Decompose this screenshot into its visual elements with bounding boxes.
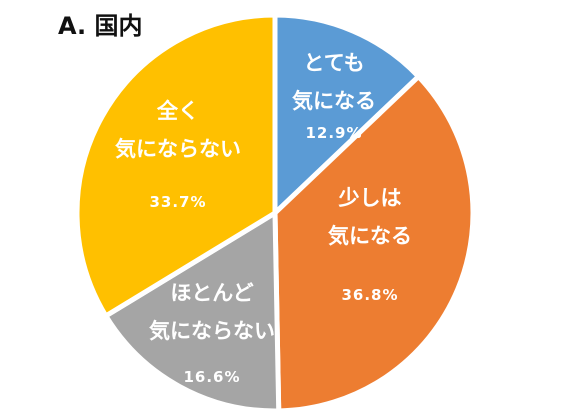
pie-slice (272, 74, 476, 414)
pie-slice (272, 12, 421, 216)
slice-percentage-label: 33.7% (149, 193, 206, 211)
slice-label: 気にならない (115, 137, 241, 161)
slice-label: 気にならない (149, 319, 275, 343)
pie-slice (103, 210, 282, 414)
slice-percentage-label: 12.9% (305, 124, 362, 142)
pie-slice (74, 12, 278, 319)
slice-percentage-label: 16.6% (183, 368, 240, 386)
slice-label: ほとんど (170, 281, 253, 305)
slice-label: 気になる (292, 89, 376, 113)
chart-title: A. 国内 (58, 12, 143, 40)
slice-percentage-label: 36.8% (341, 286, 398, 304)
slice-label: とても (303, 51, 364, 75)
slice-label: 全く (156, 99, 199, 123)
slice-label: 少しは (338, 186, 402, 210)
slice-label: 気になる (328, 224, 412, 248)
